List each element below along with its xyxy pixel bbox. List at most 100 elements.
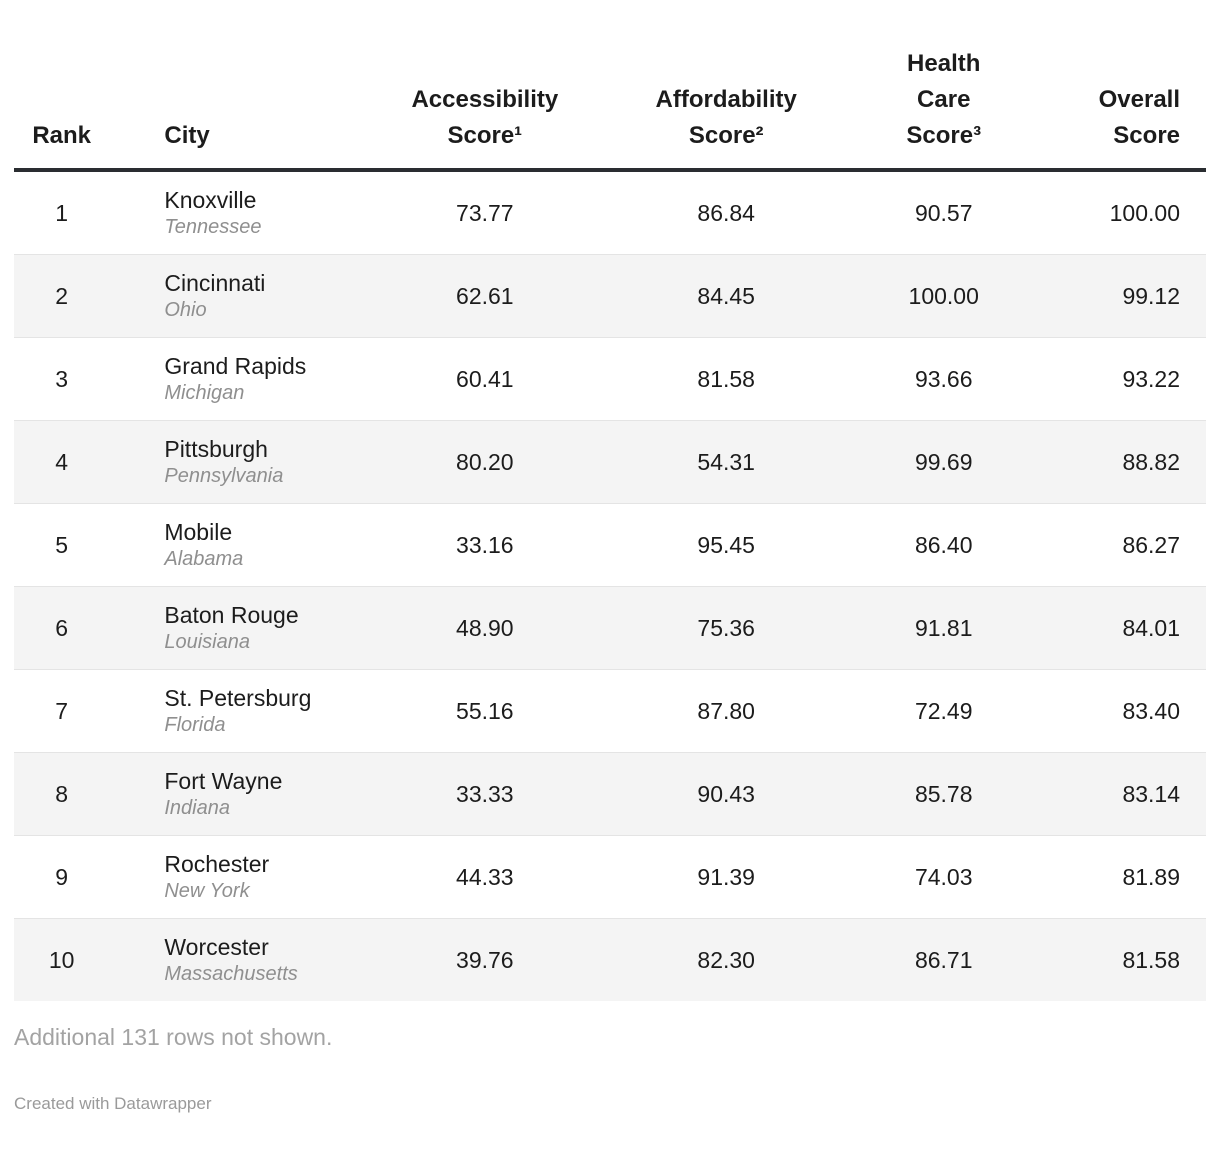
city-name: Pittsburgh [164,436,268,462]
accessibility-score-cell: 33.33 [389,752,581,836]
city-cell: Knoxville Tennessee [109,170,389,255]
health-care-score-cell: 93.66 [872,337,1016,421]
affordability-score-cell: 75.36 [580,586,873,670]
rank-cell: 7 [14,669,110,753]
header-row: Rank City Accessibility Score¹ Affordabi… [14,46,1206,172]
accessibility-score-cell: 62.61 [389,254,581,338]
overall-score-cell: 83.40 [1015,669,1206,753]
rank-cell: 9 [14,835,110,919]
city-cell: Cincinnati Ohio [109,254,390,338]
accessibility-score-cell: 39.76 [389,918,581,1001]
overall-score-cell: 84.01 [1015,586,1206,670]
city-state: New York [164,880,250,902]
accessibility-score-cell: 73.77 [456,200,514,226]
city-name: Grand Rapids [164,353,307,379]
affordability-score-cell: 90.43 [580,752,873,836]
affordability-score-cell: 87.80 [580,669,873,753]
rank-cell: 6 [14,586,110,670]
affordability-score-cell: 81.58 [580,337,873,421]
overall-score-cell: 81.58 [1015,918,1206,1001]
table-row: 1 Knoxville Tennessee 73.77 86.84 90.57 100.00 [14,170,1206,255]
table-row: 4 Pittsburgh Pennsylvania 80.20 54.31 99.69 88… [14,420,1206,504]
city-state: Pennsylvania [164,465,284,487]
city-cell: Pittsburgh Pennsylvania [109,420,390,504]
overall-score-cell: 86.27 [1015,503,1206,587]
city-cell: Grand Rapids Michigan [109,337,390,421]
affordability-score-cell: 91.39 [580,835,873,919]
rank-cell: 8 [14,752,110,836]
overall-score-cell: 93.22 [1015,337,1206,421]
city-cell: Worcester Massachusetts [109,918,390,1001]
header-city: City [109,46,390,172]
city-state: Louisiana [164,631,250,653]
table-row: 7 St. Petersburg Florida 55.16 87.80 72.49 83.… [14,669,1206,753]
health-care-score-cell: 72.49 [872,669,1016,753]
health-care-score-cell: 90.57 [914,200,973,226]
city-name: Fort Wayne [164,768,283,794]
overall-score-cell: 99.12 [1015,254,1206,338]
rank-cell: 2 [14,254,110,338]
city-name: Worcester [164,934,269,960]
city-name: St. Petersburg [164,685,312,711]
health-care-score-cell: 85.78 [872,752,1016,836]
city-name: Mobile [164,519,233,545]
affordability-score-cell: 82.30 [580,918,873,1001]
header-overall-score: Overall Score [1015,46,1206,172]
city-state: Florida [164,714,226,736]
rankings-table: Rank City Accessibility Score¹ Affordabi… [14,46,1206,1001]
city-name: Cincinnati [164,270,266,296]
rank-cell: 1 [55,200,69,226]
rank-cell: 3 [14,337,110,421]
header-accessibility-score: Accessibility Score¹ [389,46,581,172]
datawrapper-attribution: Created with Datawrapper [14,1094,212,1113]
overall-score-cell: 88.82 [1015,420,1206,504]
health-care-score-cell: 99.69 [872,420,1016,504]
table-row: 5 Mobile Alabama 33.16 95.45 86.40 86.27 [14,503,1206,587]
affordability-score-cell: 84.45 [580,254,873,338]
health-care-score-cell: 86.40 [872,503,1016,587]
city-state: Massachusetts [164,963,298,985]
city-state: Ohio [164,299,207,321]
table-container: Rank City Accessibility Score¹ Affordabi… [14,46,1206,1113]
accessibility-score-cell: 80.20 [389,420,581,504]
rank-cell: 4 [14,420,110,504]
affordability-score-cell: 86.84 [697,200,755,226]
table-row: 9 Rochester New York 44.33 91.39 74.03 81.89 [14,835,1206,919]
affordability-score-cell: 54.31 [580,420,873,504]
city-name: Rochester [164,851,270,877]
table-header: Rank City Accessibility Score¹ Affordabi… [14,46,1206,172]
city-state: Indiana [164,797,230,819]
affordability-score-cell: 95.45 [580,503,873,587]
health-care-score-cell: 86.71 [872,918,1016,1001]
accessibility-score-cell: 55.16 [389,669,581,753]
table-row: 10 Worcester Massachusetts 39.76 82.30 86.71 8… [14,918,1206,1001]
rows-not-shown-note: Additional 131 rows not shown. [14,1024,333,1050]
overall-score-cell: 83.14 [1015,752,1206,836]
header-rank: Rank [14,46,110,172]
city-cell: Mobile Alabama [109,503,390,587]
overall-score-cell: 100.00 [1109,200,1180,226]
header-affordability-score: Affordability Score² [580,46,873,172]
table-row: 8 Fort Wayne Indiana 33.33 90.43 85.78 83.14 [14,752,1206,836]
city-cell: Baton Rouge Louisiana [109,586,390,670]
health-care-score-cell: 100.00 [872,254,1016,338]
city-cell: Rochester New York [109,835,390,919]
header-health-care-score: Health Care Score³ [872,46,1016,172]
rank-cell: 5 [14,503,110,587]
rank-cell: 10 [14,918,110,1001]
overall-score-cell: 81.89 [1015,835,1206,919]
health-care-score-cell: 91.81 [872,586,1016,670]
health-care-score-cell: 74.03 [872,835,1016,919]
accessibility-score-cell: 48.90 [389,586,581,670]
city-cell: Fort Wayne Indiana [109,752,390,836]
table-row: 2 Cincinnati Ohio 62.61 84.45 100.00 99.12 [14,254,1206,338]
city-name: Knoxville [164,187,257,213]
city-state: Tennessee [164,216,262,238]
accessibility-score-cell: 44.33 [389,835,581,919]
city-name: Baton Rouge [164,602,299,628]
accessibility-score-cell: 60.41 [389,337,581,421]
city-state: Alabama [164,548,244,570]
table-row: 3 Grand Rapids Michigan 60.41 81.58 93.66 93.2… [14,337,1206,421]
accessibility-score-cell: 33.16 [389,503,581,587]
table-body: 1 Knoxville Tennessee 73.77 86.84 90.57 100.00… [14,170,1206,1001]
